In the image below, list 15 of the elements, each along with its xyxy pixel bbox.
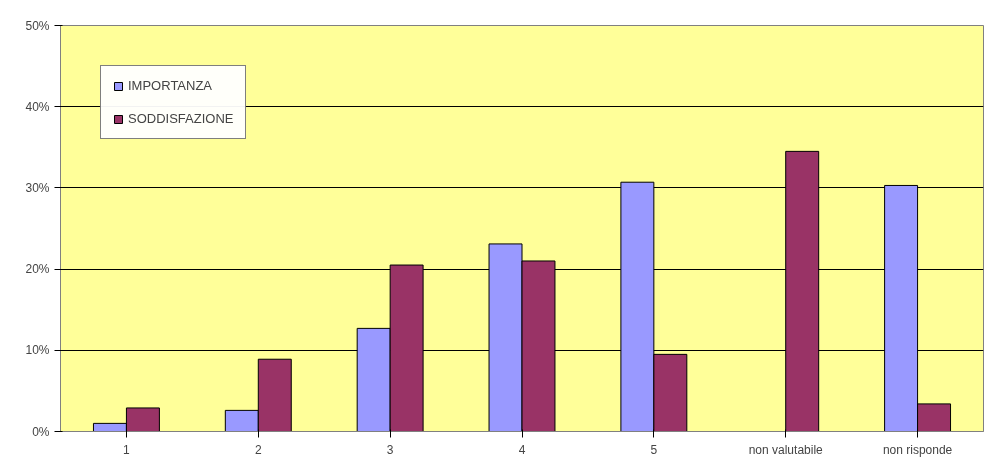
y-tick-label: 10%: [25, 343, 50, 358]
x-tick-label: 4: [518, 442, 526, 457]
legend-label: IMPORTANZA: [128, 78, 213, 93]
y-tick-label: 20%: [25, 262, 50, 277]
x-tick-label: non valutabile: [748, 442, 824, 457]
y-tick-label: 50%: [25, 18, 50, 33]
y-tick-label: 40%: [25, 99, 50, 114]
x-tick-label: 2: [254, 442, 262, 457]
y-tick-label: 30%: [25, 180, 50, 195]
x-tick-label: 1: [123, 442, 131, 457]
x-tick-label: 5: [650, 442, 658, 457]
x-tick-label: non risponde: [882, 442, 953, 457]
x-tick-label: 3: [386, 442, 394, 457]
y-tick-label: 0%: [32, 424, 50, 439]
legend-label: SODDISFAZIONE: [128, 111, 234, 126]
